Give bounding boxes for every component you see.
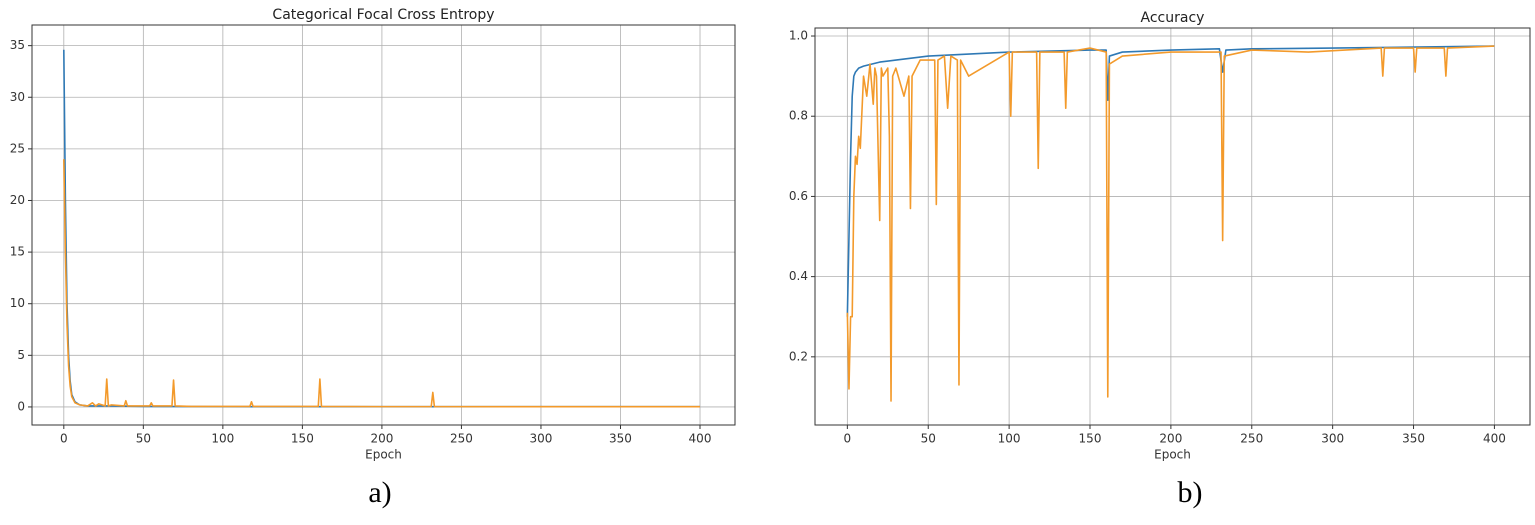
y-tick-label: 10 <box>10 296 25 310</box>
y-tick-label: 1.0 <box>789 29 808 43</box>
plot-frame <box>814 27 1531 426</box>
x-tick-label: 200 <box>370 432 393 446</box>
x-tick-label: 300 <box>1321 432 1344 446</box>
x-tick-label: 100 <box>211 432 234 446</box>
x-tick-label: 150 <box>1079 432 1102 446</box>
series-line <box>63 159 701 408</box>
x-tick-label: 50 <box>921 432 936 446</box>
x-tick-label: 50 <box>136 432 151 446</box>
x-tick-label: 0 <box>60 432 68 446</box>
y-tick-label: 0.4 <box>789 269 808 283</box>
y-tick-label: 0.8 <box>789 109 808 123</box>
x-tick-label: 350 <box>609 432 632 446</box>
x-tick-label: 150 <box>291 432 314 446</box>
x-tick-label: 200 <box>1159 432 1182 446</box>
y-tick-label: 0.6 <box>789 189 808 203</box>
y-tick-label: 0.2 <box>789 349 808 363</box>
chart-title: Categorical Focal Cross Entropy <box>272 7 494 23</box>
caption: b) <box>1178 476 1203 509</box>
series-line <box>846 45 1495 402</box>
x-tick-label: 250 <box>450 432 473 446</box>
y-tick-label: 0 <box>17 399 25 413</box>
chart-title: Accuracy <box>1141 10 1205 26</box>
x-tick-label: 250 <box>1240 432 1263 446</box>
y-tick-label: 5 <box>17 348 25 362</box>
x-axis-label: Epoch <box>1154 448 1191 462</box>
x-tick-label: 350 <box>1402 432 1425 446</box>
caption: a) <box>368 476 391 509</box>
x-tick-label: 0 <box>844 432 852 446</box>
x-tick-label: 400 <box>1483 432 1506 446</box>
y-tick-label: 25 <box>10 141 25 155</box>
y-tick-label: 15 <box>10 245 25 259</box>
x-tick-label: 400 <box>689 432 712 446</box>
x-tick-label: 100 <box>998 432 1021 446</box>
x-axis-label: Epoch <box>365 448 402 462</box>
plot-frame <box>31 24 736 426</box>
y-tick-label: 20 <box>10 193 25 207</box>
y-tick-label: 35 <box>10 38 25 52</box>
x-tick-label: 300 <box>530 432 553 446</box>
y-tick-label: 30 <box>10 90 25 104</box>
